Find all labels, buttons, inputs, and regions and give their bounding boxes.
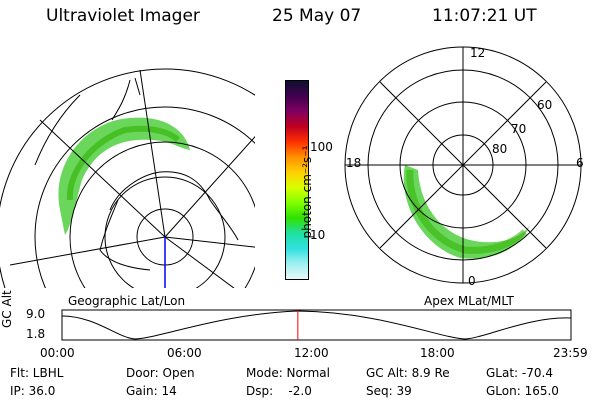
- colorbar: [285, 80, 309, 280]
- timeline-ymax: 9.0: [26, 307, 46, 321]
- mlt-label-0: 0: [468, 274, 476, 288]
- instrument-title: Ultraviolet Imager: [46, 6, 200, 26]
- geographic-label: Geographic Lat/Lon: [68, 294, 186, 308]
- timeline-tick-2359: 23:59: [553, 346, 588, 360]
- mlt-label-18: 18: [346, 156, 362, 170]
- seq-value: Seq: 39: [366, 384, 412, 398]
- timeline-tick-0: 00:00: [40, 346, 75, 360]
- time-label: 11:07:21 UT: [432, 6, 537, 26]
- dsp-value: Dsp: -2.0: [246, 384, 312, 398]
- gain-value: Gain: 14: [126, 384, 177, 398]
- gc-alt-value: GC Alt: 8.9 Re: [366, 366, 450, 380]
- mlat-label-60: 60: [537, 98, 553, 112]
- mlt-label-12: 12: [470, 46, 486, 60]
- mlt-label-6: 6: [576, 156, 584, 170]
- colorbar-tick-100: 100: [310, 140, 333, 154]
- timeline-ymin: 1.8: [26, 327, 46, 341]
- glon-value: GLon: 165.0: [486, 384, 559, 398]
- magnetic-label: Apex MLat/MLT: [424, 294, 514, 308]
- mode-value: Mode: Normal: [246, 366, 330, 380]
- timeline-axis-label: GC Alt: [0, 290, 14, 328]
- flt-value: Flt: LBHL: [10, 366, 64, 380]
- mlat-label-70: 70: [511, 122, 527, 136]
- glat-value: GLat: -70.4: [486, 366, 553, 380]
- ip-value: IP: 36.0: [10, 384, 56, 398]
- mlat-label-80: 80: [492, 142, 508, 156]
- timeline-tick-12: 12:00: [294, 346, 329, 360]
- date-label: 25 May 07: [272, 6, 362, 26]
- colorbar-tick-10: 10: [310, 228, 326, 242]
- timeline-tick-18: 18:00: [420, 346, 455, 360]
- timeline-tick-6: 06:00: [167, 346, 202, 360]
- door-value: Door: Open: [126, 366, 195, 380]
